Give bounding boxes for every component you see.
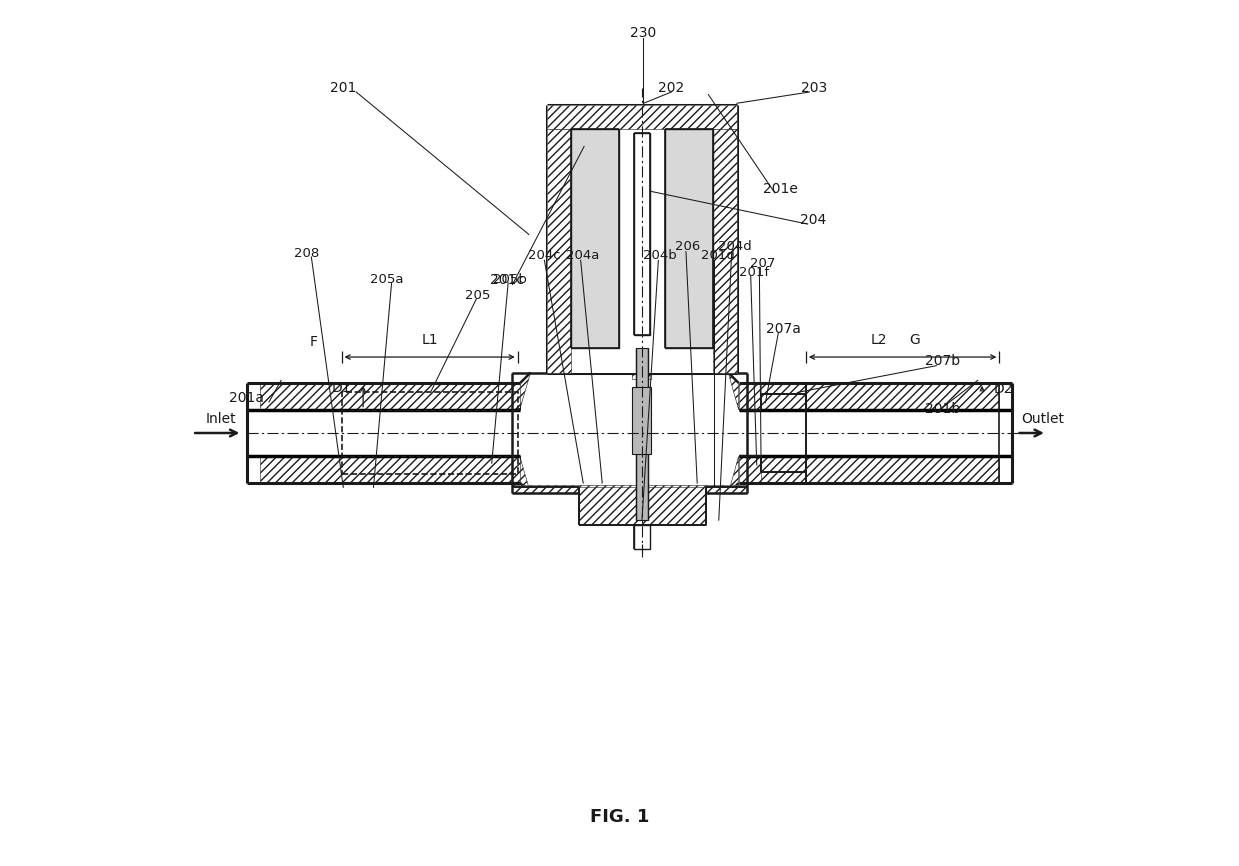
Polygon shape [259,383,520,410]
Text: 205a: 205a [369,273,403,286]
Text: 201a: 201a [229,391,264,404]
Polygon shape [546,105,737,372]
Text: Inlet: Inlet [206,412,235,426]
Text: 201e: 201e [763,182,798,196]
Text: D2: D2 [994,382,1014,396]
Polygon shape [712,129,737,372]
Text: D1: D1 [332,381,352,395]
Polygon shape [259,456,520,483]
Text: L1: L1 [421,333,437,346]
Polygon shape [761,472,805,483]
Text: FIG. 1: FIG. 1 [590,808,649,826]
Polygon shape [520,372,530,410]
Text: 207a: 207a [766,321,800,335]
Text: 208: 208 [294,247,318,260]
Text: 201b: 201b [924,402,960,416]
Polygon shape [738,383,1000,410]
Text: 204c: 204c [528,249,561,262]
Polygon shape [546,129,571,372]
Polygon shape [579,488,706,525]
Text: 201d: 201d [701,249,735,262]
Polygon shape [546,105,737,129]
Text: F: F [310,335,318,349]
Text: 207b: 207b [924,354,960,368]
Polygon shape [729,372,738,410]
Text: 204a: 204a [566,249,600,262]
Text: 202: 202 [658,81,684,94]
Text: 204b: 204b [643,249,676,262]
Text: 201c: 201c [491,273,524,288]
Text: 201f: 201f [740,266,769,279]
Text: 205: 205 [465,289,491,302]
Text: 204: 204 [799,213,826,227]
Text: 205b: 205b [493,273,527,286]
Polygon shape [761,383,805,394]
Polygon shape [634,525,649,549]
Text: 201: 201 [330,81,357,94]
Text: 206: 206 [675,240,700,253]
Polygon shape [632,387,652,454]
Text: 207: 207 [750,257,776,270]
Polygon shape [512,372,747,379]
Polygon shape [512,485,747,494]
Text: 230: 230 [629,26,655,41]
Text: Outlet: Outlet [1021,412,1064,426]
Polygon shape [636,348,648,520]
Text: 203: 203 [802,81,828,94]
Polygon shape [738,456,1000,483]
Text: L2: L2 [870,333,887,346]
Polygon shape [520,456,530,494]
Text: G: G [909,333,921,346]
Polygon shape [634,133,649,335]
Text: 204d: 204d [719,240,752,253]
Polygon shape [571,129,618,348]
Polygon shape [729,456,738,494]
Polygon shape [665,129,712,348]
